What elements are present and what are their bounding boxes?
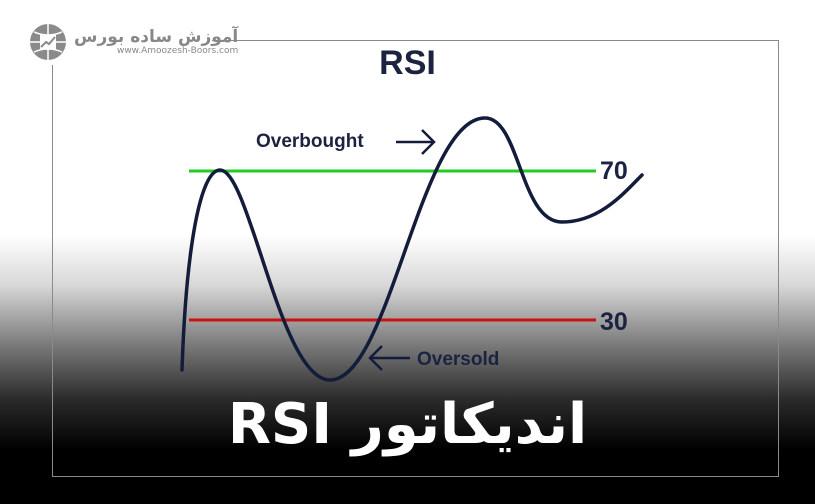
frame-border xyxy=(52,40,779,477)
chart-title: RSI xyxy=(379,44,436,82)
globe-chart-icon xyxy=(30,24,66,60)
level-30-label: 30 xyxy=(600,308,628,336)
logo-name: آموزش ساده بورس xyxy=(74,27,239,47)
overbought-label: Overbought xyxy=(256,131,364,152)
logo-url: www.Amoozesh-Boors.com xyxy=(116,46,239,56)
level-70-label: 70 xyxy=(600,157,628,185)
oversold-arrow-icon xyxy=(368,345,410,371)
headline: اندیکاتور RSI xyxy=(227,392,588,457)
overbought-arrow-icon xyxy=(396,129,436,155)
logo: آموزش ساده بورس www.Amoozesh-Boors.com xyxy=(28,22,238,62)
oversold-label: Oversold xyxy=(417,349,500,370)
rsi-curve xyxy=(180,116,644,382)
